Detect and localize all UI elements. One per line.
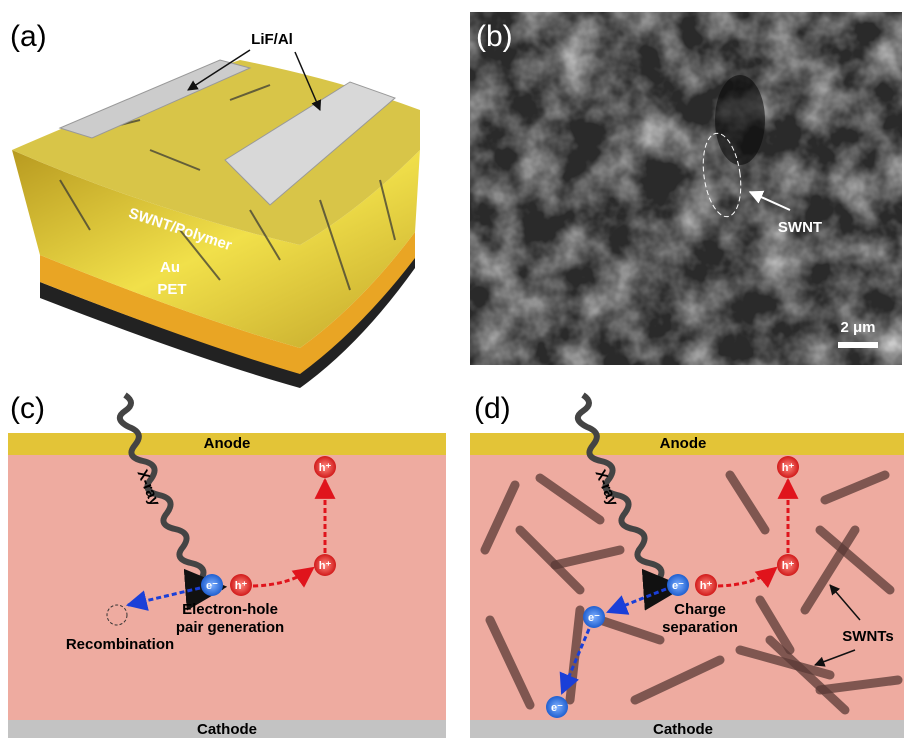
generation-label: Electron-hole [182, 601, 278, 618]
electron-label: e⁻ [672, 580, 684, 592]
panel-c: (c) Anode Cathode X-ray e⁻ h⁺ h⁺ h⁺ Elec… [8, 392, 446, 738]
hole-label: h⁺ [700, 580, 713, 592]
tubes-label: SWNTs [842, 628, 893, 645]
active-layer [8, 455, 446, 720]
dark-region [715, 75, 765, 165]
cathode-label: Cathode [197, 721, 257, 738]
panel-d: (d) Anode Cathode X-ray e⁻ e⁻ e⁻ h⁺ h [470, 392, 904, 738]
micrograph-texture [470, 12, 902, 365]
anode-label: Anode [204, 435, 251, 452]
panel-label: (c) [10, 392, 45, 425]
hole-label: h⁺ [319, 462, 332, 474]
electron-label: e⁻ [551, 702, 563, 714]
panel-label: (d) [474, 392, 511, 425]
hole-label: h⁺ [782, 560, 795, 572]
separation-label: Charge [674, 601, 726, 618]
figure: (a) LiF/Al SWNT/Polymer Au PET (b) SWNT … [0, 0, 904, 738]
recombination-label: Recombination [66, 636, 174, 653]
panel-b: (b) SWNT 2 μm [470, 12, 902, 365]
separation-label: separation [662, 619, 738, 636]
hole-label: h⁺ [319, 560, 332, 572]
layer-label: Au [160, 259, 180, 276]
panel-label: (b) [476, 20, 513, 53]
electron-label: e⁻ [588, 612, 600, 624]
layer-label: PET [157, 281, 186, 298]
panel-a: (a) LiF/Al SWNT/Polymer Au PET [10, 20, 420, 388]
anode-label: Anode [660, 435, 707, 452]
electrode-label: LiF/Al [251, 31, 293, 48]
tube-label: SWNT [778, 219, 822, 236]
generation-label: pair generation [176, 619, 284, 636]
hole-label: h⁺ [782, 462, 795, 474]
cathode-label: Cathode [653, 721, 713, 738]
scale-label: 2 μm [840, 319, 875, 336]
panel-label: (a) [10, 20, 47, 53]
hole-label: h⁺ [235, 580, 248, 592]
scale-bar [838, 342, 878, 348]
electron-label: e⁻ [206, 580, 218, 592]
